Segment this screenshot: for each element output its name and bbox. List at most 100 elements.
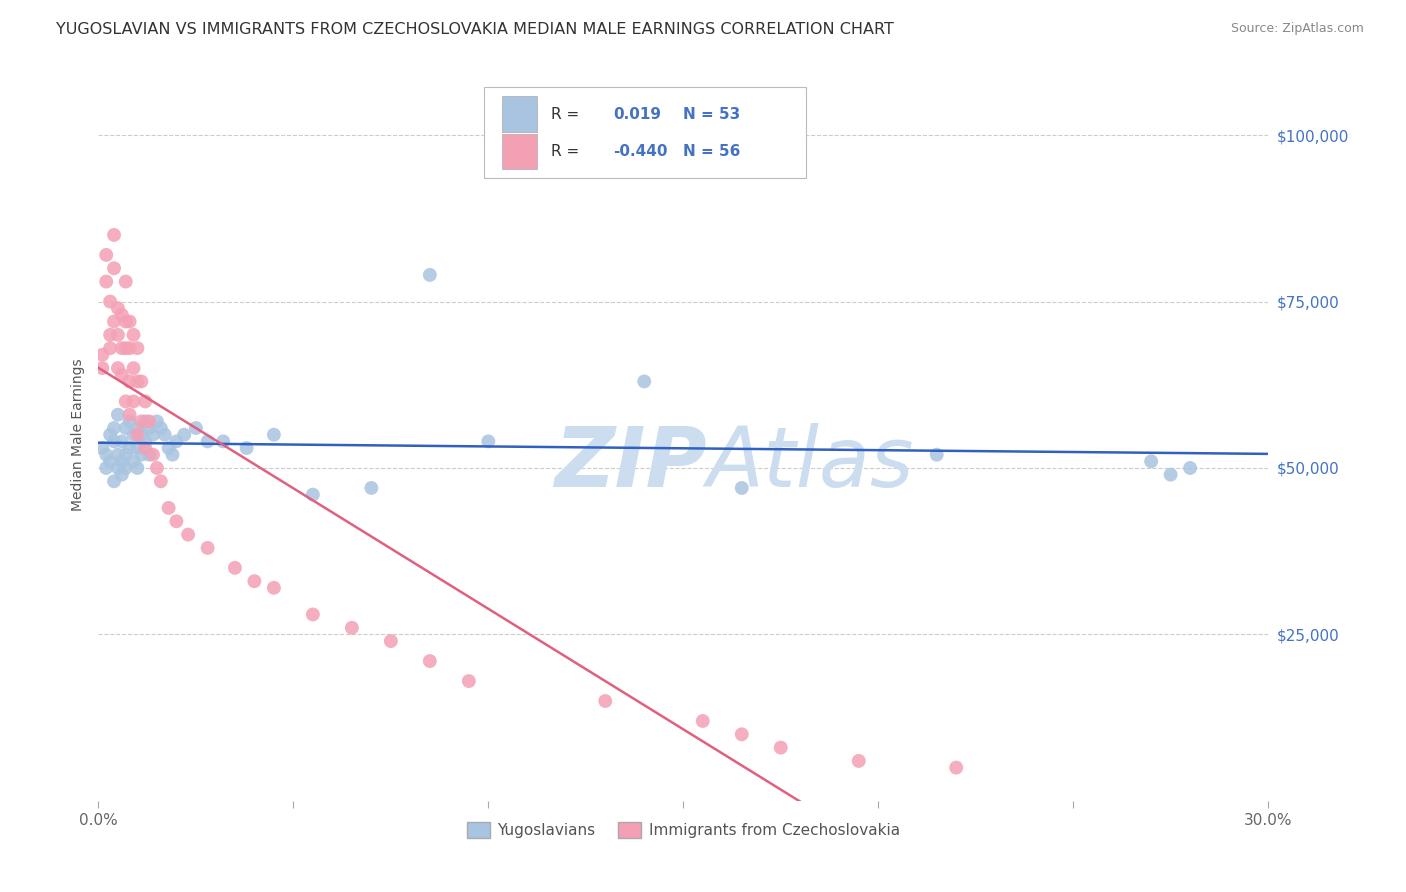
Point bbox=[477, 434, 499, 449]
Point bbox=[157, 500, 180, 515]
Point bbox=[103, 421, 125, 435]
Text: 0.019: 0.019 bbox=[613, 106, 661, 121]
Point bbox=[107, 448, 129, 462]
Point bbox=[103, 475, 125, 489]
Point bbox=[149, 475, 172, 489]
Text: ZIP: ZIP bbox=[554, 424, 707, 505]
Point bbox=[162, 448, 184, 462]
Point bbox=[153, 427, 176, 442]
Point bbox=[173, 427, 195, 442]
Point bbox=[98, 454, 121, 468]
Point bbox=[96, 248, 118, 262]
Point bbox=[114, 461, 136, 475]
Point bbox=[197, 541, 219, 555]
Point bbox=[419, 654, 441, 668]
Point bbox=[731, 481, 754, 495]
Point bbox=[165, 434, 187, 449]
Point bbox=[224, 561, 246, 575]
Point bbox=[165, 514, 187, 528]
Text: Source: ZipAtlas.com: Source: ZipAtlas.com bbox=[1230, 22, 1364, 36]
Point bbox=[184, 421, 207, 435]
Point bbox=[380, 634, 402, 648]
Point bbox=[146, 461, 169, 475]
Point bbox=[263, 427, 285, 442]
Point bbox=[127, 461, 149, 475]
Point bbox=[1140, 454, 1163, 468]
Point bbox=[419, 268, 441, 282]
Point bbox=[114, 448, 136, 462]
Point bbox=[111, 368, 134, 382]
Point bbox=[146, 414, 169, 428]
Point bbox=[595, 694, 617, 708]
Point bbox=[340, 621, 363, 635]
Point bbox=[118, 314, 141, 328]
Point bbox=[111, 308, 134, 322]
Point bbox=[107, 327, 129, 342]
Point bbox=[134, 394, 156, 409]
Point bbox=[925, 448, 948, 462]
Point bbox=[127, 375, 149, 389]
Point bbox=[848, 754, 870, 768]
Point bbox=[263, 581, 285, 595]
Point bbox=[118, 408, 141, 422]
Point bbox=[111, 341, 134, 355]
Bar bbox=[502, 134, 537, 169]
Point bbox=[91, 441, 114, 455]
Point bbox=[91, 361, 114, 376]
Text: N = 56: N = 56 bbox=[683, 144, 741, 159]
Point bbox=[149, 421, 172, 435]
Point bbox=[103, 314, 125, 328]
Point bbox=[142, 448, 165, 462]
Point bbox=[127, 421, 149, 435]
Point bbox=[107, 361, 129, 376]
Point bbox=[122, 394, 145, 409]
Point bbox=[692, 714, 714, 728]
Point bbox=[127, 341, 149, 355]
Text: N = 53: N = 53 bbox=[683, 106, 741, 121]
Point bbox=[134, 441, 156, 455]
Point bbox=[118, 375, 141, 389]
Point bbox=[96, 461, 118, 475]
Point bbox=[96, 275, 118, 289]
Point bbox=[114, 275, 136, 289]
Point bbox=[131, 375, 153, 389]
Point bbox=[134, 414, 156, 428]
Point bbox=[98, 294, 121, 309]
Point bbox=[122, 427, 145, 442]
Point bbox=[177, 527, 200, 541]
Point bbox=[457, 673, 479, 688]
Point bbox=[633, 375, 655, 389]
Point bbox=[134, 434, 156, 449]
Point bbox=[731, 727, 754, 741]
Point bbox=[1178, 461, 1201, 475]
Point bbox=[111, 434, 134, 449]
Point bbox=[243, 574, 266, 589]
Point bbox=[114, 421, 136, 435]
Point bbox=[114, 341, 136, 355]
Point bbox=[122, 454, 145, 468]
Point bbox=[114, 394, 136, 409]
Point bbox=[114, 314, 136, 328]
Point bbox=[127, 427, 149, 442]
Point bbox=[138, 414, 160, 428]
Text: R =: R = bbox=[551, 144, 579, 159]
Text: YUGOSLAVIAN VS IMMIGRANTS FROM CZECHOSLOVAKIA MEDIAN MALE EARNINGS CORRELATION C: YUGOSLAVIAN VS IMMIGRANTS FROM CZECHOSLO… bbox=[56, 22, 894, 37]
Point bbox=[118, 341, 141, 355]
Text: -0.440: -0.440 bbox=[613, 144, 668, 159]
Point bbox=[157, 441, 180, 455]
Text: Atlas: Atlas bbox=[707, 424, 914, 505]
Point bbox=[96, 448, 118, 462]
Point bbox=[98, 427, 121, 442]
Point bbox=[107, 461, 129, 475]
Point bbox=[98, 341, 121, 355]
Point bbox=[122, 361, 145, 376]
Text: R =: R = bbox=[551, 106, 579, 121]
Point bbox=[91, 348, 114, 362]
Point bbox=[118, 441, 141, 455]
Bar bbox=[502, 96, 537, 132]
Point bbox=[107, 301, 129, 316]
Point bbox=[98, 327, 121, 342]
Point bbox=[131, 414, 153, 428]
Point bbox=[127, 441, 149, 455]
Point bbox=[118, 414, 141, 428]
